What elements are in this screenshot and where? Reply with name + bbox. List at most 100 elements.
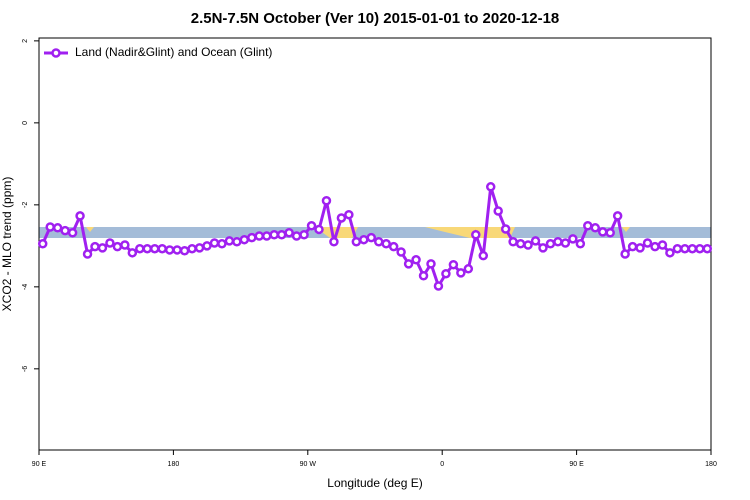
point: [523, 240, 533, 250]
point: [620, 249, 630, 259]
point: [605, 227, 615, 238]
point: [261, 231, 272, 241]
x-axis-label: Longitude (deg E): [327, 476, 422, 490]
point: [329, 236, 339, 247]
point: [433, 281, 444, 291]
point: [90, 241, 100, 252]
chart-title: 2.5N-7.5N October (Ver 10) 2015-01-01 to…: [191, 10, 560, 27]
point: [254, 231, 265, 241]
point: [321, 196, 332, 206]
point: [239, 234, 250, 245]
x-tick-label: 180: [705, 461, 717, 468]
point: [493, 206, 503, 216]
point: [388, 241, 399, 252]
point: [269, 230, 279, 240]
point: [426, 259, 436, 269]
point: [657, 240, 668, 250]
x-tick-label: 90 E: [569, 461, 584, 468]
point: [418, 271, 429, 281]
point: [373, 236, 384, 247]
point: [553, 236, 563, 247]
point: [575, 239, 586, 249]
point: [560, 238, 571, 248]
land-band: [425, 227, 515, 238]
ocean-band: [39, 227, 711, 238]
point: [359, 234, 369, 245]
y-tick-label: -6: [22, 366, 29, 372]
point: [217, 239, 227, 249]
point: [500, 224, 511, 234]
point: [336, 213, 347, 223]
point: [456, 268, 466, 278]
point: [194, 243, 205, 253]
point: [314, 224, 324, 235]
point: [232, 236, 242, 247]
point: [687, 243, 698, 254]
point: [45, 222, 55, 232]
point: [568, 234, 578, 244]
point: [612, 211, 623, 221]
point: [37, 239, 48, 249]
point: [112, 241, 123, 252]
point: [67, 227, 78, 238]
point: [105, 238, 115, 248]
point: [82, 249, 93, 259]
point: [642, 238, 653, 248]
point: [485, 182, 496, 192]
point: [530, 236, 541, 246]
point: [463, 264, 474, 274]
point: [478, 250, 489, 261]
point: [545, 239, 556, 249]
point: [396, 247, 406, 257]
point: [75, 211, 85, 221]
point: [60, 225, 70, 236]
point: [695, 243, 705, 254]
y-axis-label: XCO2 - MLO trend (ppm): [0, 177, 14, 312]
legend-marker: [51, 48, 61, 58]
point: [650, 241, 660, 252]
x-tick-label: 90 E: [32, 461, 47, 468]
point: [135, 243, 145, 254]
point: [441, 268, 451, 279]
point: [665, 248, 675, 258]
point: [247, 232, 257, 243]
y-tick-label: 0: [22, 121, 29, 125]
point: [291, 231, 302, 241]
x-tick-label: 0: [440, 461, 444, 468]
land-band: [86, 227, 94, 232]
point: [597, 227, 608, 237]
point: [635, 243, 645, 253]
point: [187, 243, 197, 254]
point: [284, 227, 294, 238]
point: [149, 243, 160, 254]
point: [538, 243, 548, 253]
x-tick-label: 180: [168, 461, 180, 468]
point: [224, 236, 235, 246]
point: [276, 230, 287, 240]
point: [52, 223, 63, 233]
point: [583, 221, 593, 231]
point: [344, 209, 354, 220]
point: [299, 230, 309, 240]
point: [209, 238, 220, 248]
point: [172, 245, 182, 255]
point: [127, 248, 138, 258]
point: [702, 243, 713, 254]
point: [508, 236, 518, 247]
land-band: [622, 227, 630, 232]
point: [627, 241, 638, 252]
point: [381, 239, 391, 249]
y-tick-label: -2: [22, 202, 29, 208]
point: [97, 243, 108, 253]
point: [142, 243, 153, 254]
point: [448, 259, 459, 270]
point: [202, 241, 212, 251]
point: [672, 243, 683, 254]
point: [471, 230, 481, 240]
point: [515, 239, 526, 249]
legend-label: Land (Nadir&Glint) and Ocean (Glint): [75, 45, 272, 59]
point: [120, 240, 130, 250]
point: [590, 223, 601, 233]
point: [403, 259, 414, 269]
